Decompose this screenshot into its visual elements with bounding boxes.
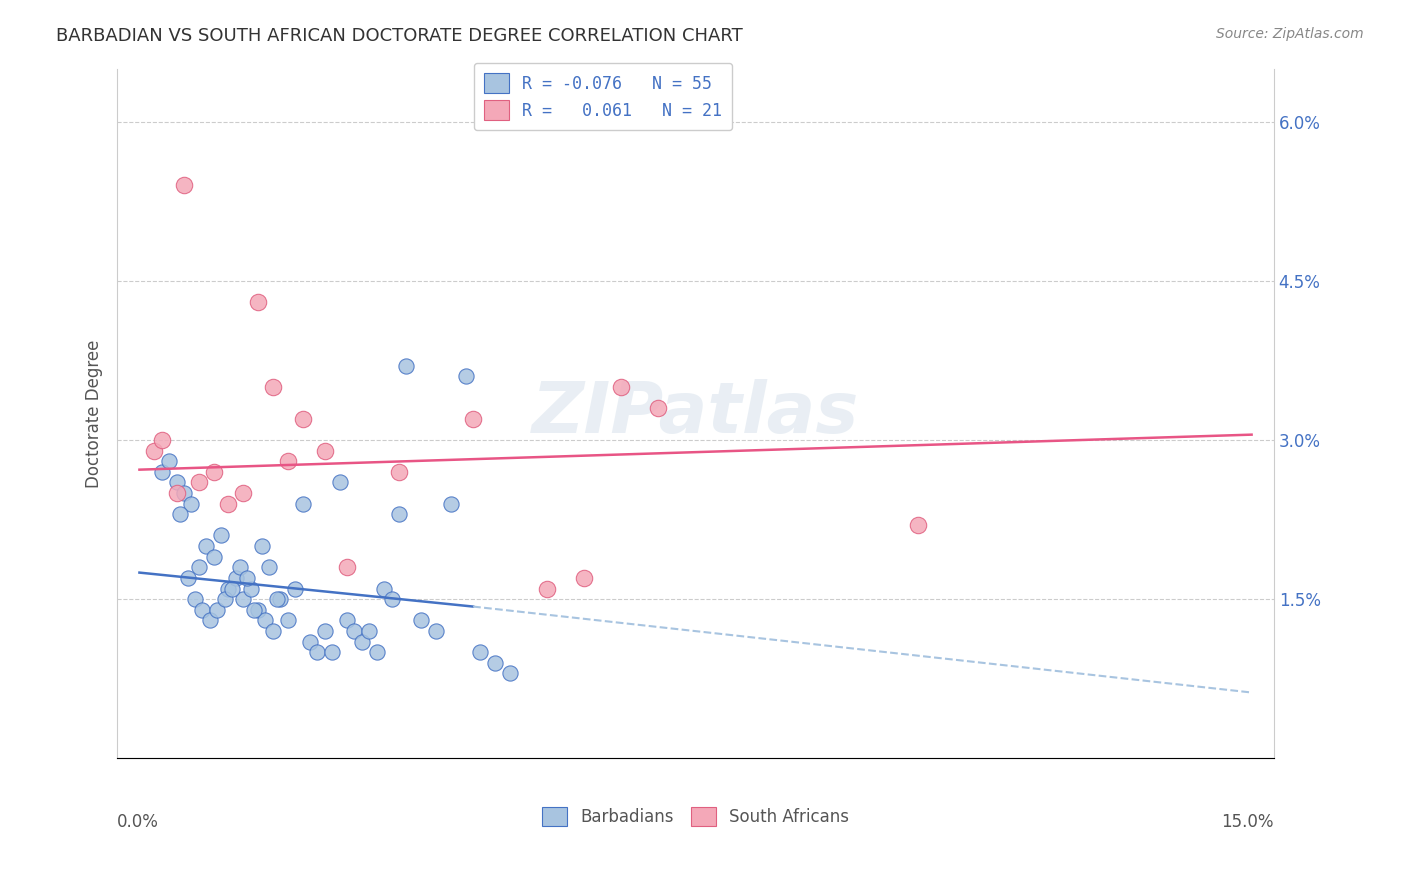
- Point: [207, 603, 229, 617]
- Point: [373, 582, 395, 596]
- Point: [329, 475, 352, 490]
- Point: [198, 613, 221, 627]
- Point: [266, 592, 288, 607]
- Point: [440, 497, 463, 511]
- Point: [232, 592, 254, 607]
- Point: [366, 645, 388, 659]
- Point: [225, 571, 247, 585]
- Text: ZIPatlas: ZIPatlas: [531, 379, 859, 448]
- Point: [336, 560, 359, 574]
- Point: [157, 454, 180, 468]
- Point: [214, 592, 236, 607]
- Point: [173, 486, 195, 500]
- Y-axis label: Doctorate Degree: Doctorate Degree: [86, 339, 103, 488]
- Text: 15.0%: 15.0%: [1222, 814, 1274, 831]
- Point: [202, 465, 225, 479]
- Point: [470, 645, 492, 659]
- Point: [574, 571, 596, 585]
- Point: [187, 475, 209, 490]
- Point: [239, 582, 262, 596]
- Point: [343, 624, 366, 638]
- Point: [228, 560, 250, 574]
- Point: [169, 507, 191, 521]
- Point: [269, 592, 291, 607]
- Point: [425, 624, 447, 638]
- Point: [336, 613, 359, 627]
- Point: [314, 624, 336, 638]
- Point: [388, 465, 411, 479]
- Point: [236, 571, 259, 585]
- Text: BARBADIAN VS SOUTH AFRICAN DOCTORATE DEGREE CORRELATION CHART: BARBADIAN VS SOUTH AFRICAN DOCTORATE DEG…: [56, 27, 742, 45]
- Legend: Barbadians, South Africans: Barbadians, South Africans: [536, 800, 856, 833]
- Point: [284, 582, 307, 596]
- Point: [232, 486, 254, 500]
- Point: [907, 517, 929, 532]
- Point: [388, 507, 411, 521]
- Point: [321, 645, 343, 659]
- Point: [262, 624, 284, 638]
- Point: [291, 411, 314, 425]
- Point: [454, 369, 477, 384]
- Point: [176, 571, 198, 585]
- Text: Source: ZipAtlas.com: Source: ZipAtlas.com: [1216, 27, 1364, 41]
- Point: [307, 645, 329, 659]
- Point: [217, 497, 239, 511]
- Point: [173, 178, 195, 193]
- Point: [195, 539, 218, 553]
- Point: [277, 454, 299, 468]
- Point: [254, 613, 277, 627]
- Point: [184, 592, 207, 607]
- Point: [166, 486, 188, 500]
- Point: [180, 497, 202, 511]
- Point: [298, 634, 321, 648]
- Point: [150, 465, 173, 479]
- Point: [314, 443, 336, 458]
- Point: [461, 411, 484, 425]
- Point: [350, 634, 373, 648]
- Point: [191, 603, 214, 617]
- Point: [610, 380, 633, 394]
- Point: [247, 295, 270, 310]
- Point: [243, 603, 266, 617]
- Point: [291, 497, 314, 511]
- Point: [209, 528, 232, 542]
- Point: [257, 560, 280, 574]
- Point: [484, 656, 506, 670]
- Point: [247, 603, 270, 617]
- Point: [359, 624, 381, 638]
- Point: [647, 401, 669, 416]
- Point: [395, 359, 418, 373]
- Point: [277, 613, 299, 627]
- Point: [221, 582, 243, 596]
- Point: [536, 582, 558, 596]
- Point: [187, 560, 209, 574]
- Point: [217, 582, 239, 596]
- Point: [499, 666, 522, 681]
- Point: [380, 592, 402, 607]
- Point: [262, 380, 284, 394]
- Point: [143, 443, 166, 458]
- Text: 0.0%: 0.0%: [117, 814, 159, 831]
- Point: [166, 475, 188, 490]
- Point: [250, 539, 273, 553]
- Point: [150, 433, 173, 447]
- Point: [411, 613, 433, 627]
- Point: [202, 549, 225, 564]
